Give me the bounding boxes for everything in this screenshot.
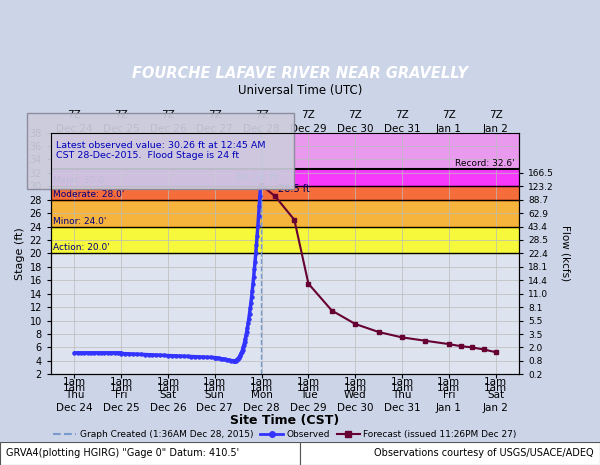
Text: Thu: Thu [392, 390, 412, 400]
Text: Sat: Sat [160, 390, 176, 400]
Bar [51, 226, 519, 253]
Text: Dec 29: Dec 29 [290, 124, 327, 134]
Text: Dec 27: Dec 27 [196, 403, 233, 413]
Text: Latest observed value: 30.26 ft at 12:45 AM
CST 28-Dec-2015.  Flood Stage is 24 : Latest observed value: 30.26 ft at 12:45… [56, 141, 265, 160]
Text: Wed: Wed [344, 390, 367, 400]
Text: 7Z: 7Z [442, 110, 455, 120]
Text: Dec 29: Dec 29 [290, 403, 327, 413]
Text: Dec 24: Dec 24 [56, 124, 93, 134]
Text: Action: 20.0': Action: 20.0' [53, 243, 110, 252]
Text: Fri: Fri [443, 390, 455, 400]
Text: Sat: Sat [487, 390, 504, 400]
Text: Minor: 24.0': Minor: 24.0' [53, 217, 107, 226]
Text: 1am: 1am [391, 378, 413, 387]
Text: 7Z: 7Z [395, 110, 409, 120]
Text: 1am: 1am [344, 378, 367, 387]
Text: 1am: 1am [484, 378, 507, 387]
Text: 1am: 1am [63, 378, 86, 387]
Text: GRVA4(plotting HGIRG) "Gage 0" Datum: 410.5': GRVA4(plotting HGIRG) "Gage 0" Datum: 41… [6, 448, 239, 458]
Text: Jan 2: Jan 2 [482, 124, 509, 134]
Text: 7Z: 7Z [161, 110, 175, 120]
Text: Fri: Fri [115, 390, 127, 400]
Text: Dec 24: Dec 24 [56, 403, 93, 413]
Text: 28.5 ft: 28.5 ft [278, 184, 310, 193]
FancyBboxPatch shape [0, 442, 300, 465]
Text: 1am: 1am [203, 378, 226, 387]
Text: Dec 31: Dec 31 [383, 124, 421, 134]
Text: 7Z: 7Z [208, 110, 221, 120]
Text: 1am: 1am [250, 378, 273, 387]
Text: Thu: Thu [65, 390, 84, 400]
Y-axis label: Stage (ft): Stage (ft) [16, 227, 25, 280]
Text: Dec 25: Dec 25 [103, 124, 140, 134]
Text: Record: 32.6': Record: 32.6' [455, 159, 514, 167]
Text: Jan 1: Jan 1 [436, 403, 462, 413]
Text: Moderate: 28.0': Moderate: 28.0' [53, 190, 125, 199]
Text: 30.26 ft: 30.26 ft [235, 173, 278, 183]
Text: 1am: 1am [297, 378, 320, 387]
Text: Dec 28: Dec 28 [243, 124, 280, 134]
Bar [51, 199, 519, 226]
FancyBboxPatch shape [300, 442, 600, 465]
Text: 7Z: 7Z [489, 110, 502, 120]
Text: 7Z: 7Z [115, 110, 128, 120]
Text: Dec 30: Dec 30 [337, 124, 373, 134]
Bar [51, 186, 519, 199]
Text: Sun: Sun [205, 390, 225, 400]
Text: 1am: 1am [157, 378, 179, 387]
Bar [51, 169, 519, 186]
Text: Mon: Mon [251, 390, 272, 400]
Text: 1am: 1am [437, 378, 460, 387]
Text: Dec 28: Dec 28 [243, 403, 280, 413]
Text: Jan 1: Jan 1 [436, 124, 462, 134]
Text: 7Z: 7Z [255, 110, 268, 120]
Text: Jan 2: Jan 2 [482, 403, 509, 413]
Text: 7Z: 7Z [349, 110, 362, 120]
Legend: Graph Created (1:36AM Dec 28, 2015), Observed, Forecast (issued 11:26PM Dec 27): Graph Created (1:36AM Dec 28, 2015), Obs… [50, 427, 520, 443]
Y-axis label: Flow (kcfs): Flow (kcfs) [560, 226, 571, 281]
Text: Dec 30: Dec 30 [337, 403, 373, 413]
Text: 7Z: 7Z [68, 110, 81, 120]
Text: Observations courtesy of USGS/USACE/ADEQ: Observations courtesy of USGS/USACE/ADEQ [374, 448, 594, 458]
Text: 1am: 1am [110, 378, 133, 387]
Text: Dec 26: Dec 26 [149, 403, 187, 413]
Text: FOURCHE LAFAVE RIVER NEAR GRAVELLY: FOURCHE LAFAVE RIVER NEAR GRAVELLY [132, 66, 468, 80]
Text: Major: 30.0': Major: 30.0' [53, 176, 107, 185]
Text: Site Time (CST): Site Time (CST) [230, 414, 340, 427]
Text: Dec 27: Dec 27 [196, 124, 233, 134]
Bar [51, 133, 519, 169]
Text: Tue: Tue [299, 390, 317, 400]
Text: 7Z: 7Z [302, 110, 315, 120]
Text: Dec 26: Dec 26 [149, 124, 187, 134]
Text: Dec 25: Dec 25 [103, 403, 140, 413]
Text: Universal Time (UTC): Universal Time (UTC) [238, 85, 362, 98]
Text: Dec 31: Dec 31 [383, 403, 421, 413]
